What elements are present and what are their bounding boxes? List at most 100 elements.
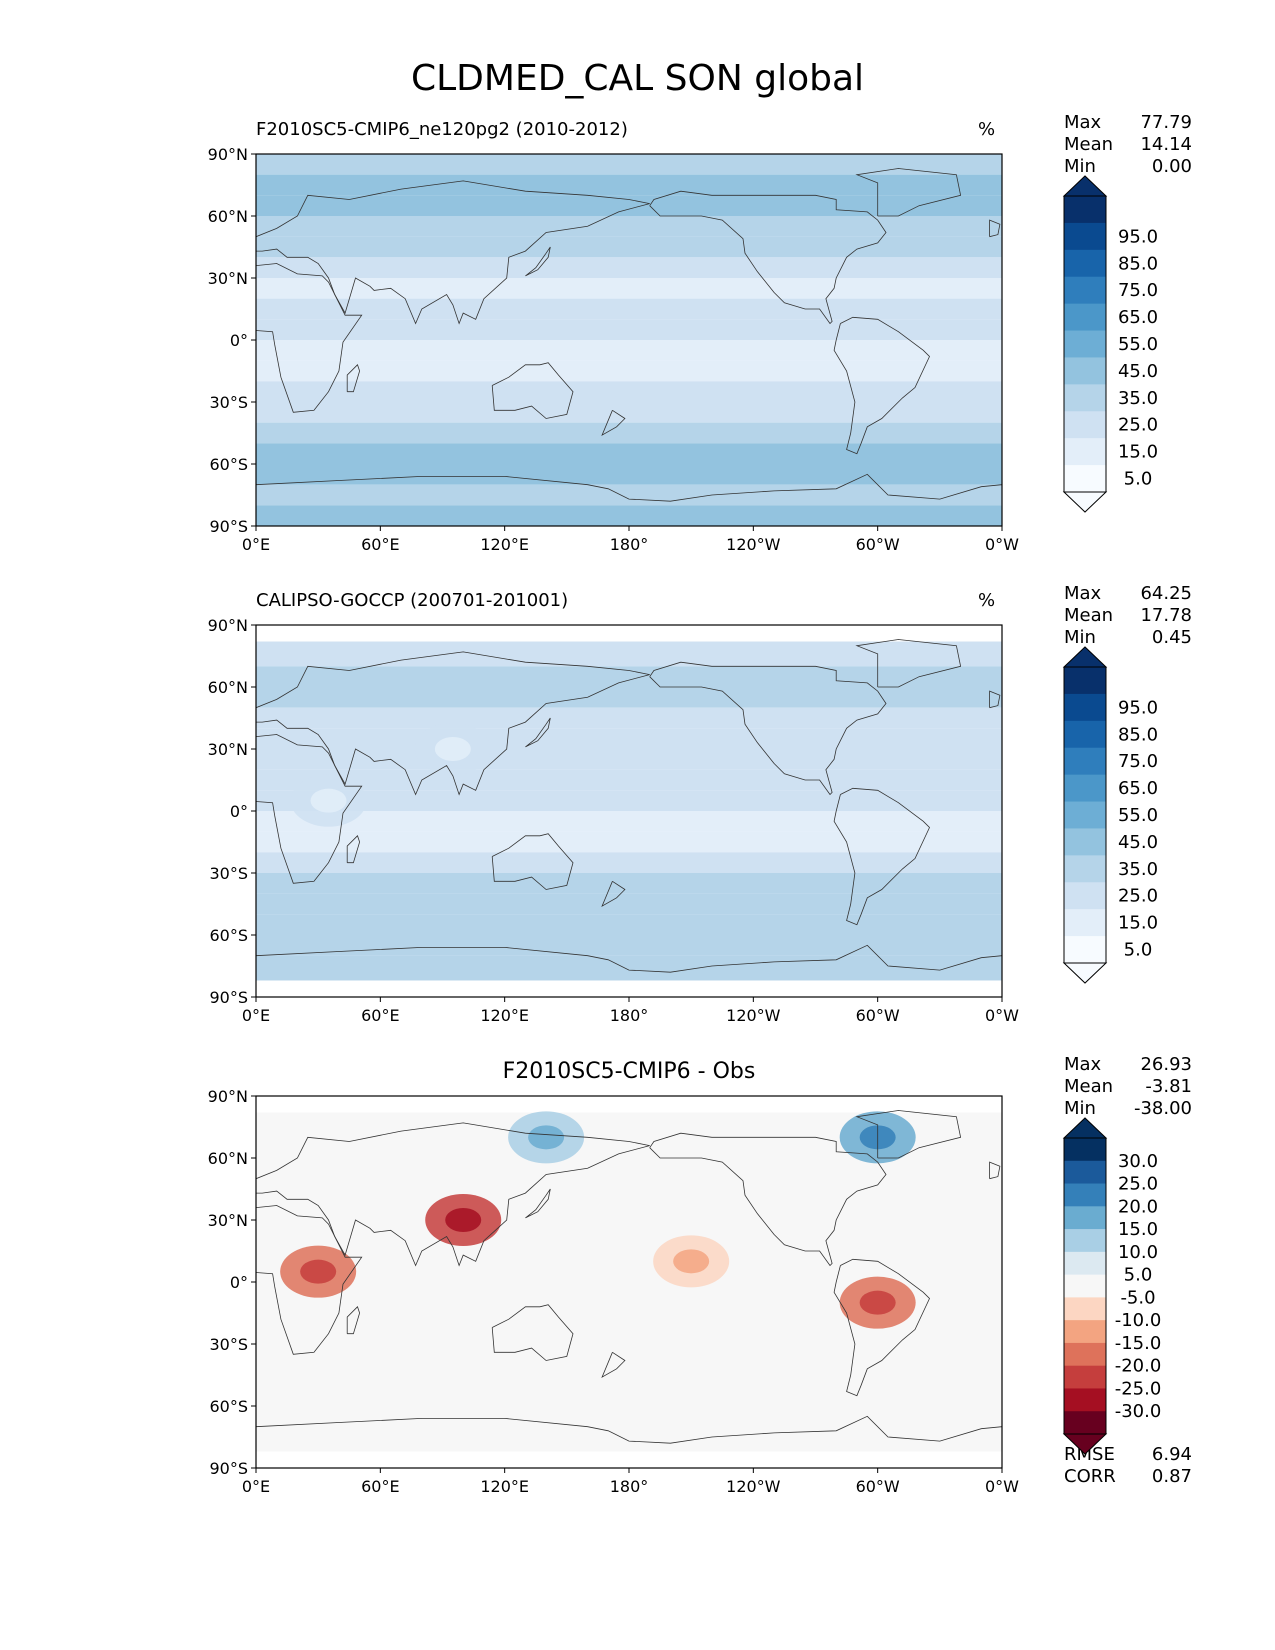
stat-label: Max: [1064, 1054, 1102, 1075]
colorbar-segment: [1064, 276, 1106, 305]
coastline-australia: [491, 362, 574, 419]
y-tick-label: 30°N: [208, 269, 248, 288]
x-tick-label: 180°: [610, 535, 649, 554]
metric-label: RMSE: [1064, 1444, 1115, 1465]
coastline-japan: [525, 717, 551, 748]
panel-units: %: [978, 590, 996, 611]
x-tick-label: 60°E: [361, 1477, 399, 1496]
colorbar-tick-label: 25.0: [1118, 886, 1158, 907]
panel-center-title: F2010SC5-CMIP6 - Obs: [502, 1059, 756, 1084]
contour-band: [256, 360, 1002, 382]
coastlines: [256, 168, 1002, 526]
y-tick-label: 60°S: [209, 926, 248, 945]
colorbar-tick-label: 85.0: [1118, 724, 1158, 745]
stat-label: Max: [1064, 112, 1102, 133]
contour-band: [256, 707, 1002, 729]
stat-value: 26.93: [1140, 1054, 1192, 1075]
contour-band: [256, 464, 1002, 485]
stat-value: 0.45: [1151, 627, 1192, 648]
colorbar-extend-min: [1062, 1433, 1108, 1455]
coastline-south-america: [833, 787, 930, 926]
colorbar-tick-label: 95.0: [1118, 697, 1158, 718]
colorbar-segment: [1064, 1274, 1106, 1298]
metric-value: 0.87: [1151, 1466, 1192, 1487]
colorbar-frame: [1063, 666, 1107, 964]
contour-band: [256, 831, 1002, 853]
contour-band: [256, 790, 1002, 811]
colorbar-tick-label: 45.0: [1118, 361, 1158, 382]
stats-block: Max 77.79 Mean 14.14 Min 0.00: [1064, 112, 1192, 178]
coastline-madagascar: [346, 835, 361, 864]
contour-band: [256, 257, 1002, 278]
x-tick-label: 120°W: [726, 1477, 781, 1496]
colorbar: 95.0 85.0 75.0 65.0 55.0 45.0 35.0 25.0 15.0 5.0: [1062, 175, 1158, 513]
colorbar-tick-label: -15.0: [1115, 1333, 1162, 1354]
colorbar-segment: [1064, 411, 1106, 439]
stat-label: Mean: [1064, 134, 1114, 155]
coastlines: [256, 639, 1002, 997]
coastline-europe-asia: [256, 1122, 650, 1267]
coastline-antarctica: [256, 473, 1002, 526]
colorbar-tick-label: -10.0: [1115, 1310, 1162, 1331]
stat-value: 0.00: [1151, 156, 1192, 177]
x-tick-label: 180°: [610, 1006, 649, 1025]
contour-band: [256, 873, 1002, 894]
colorbar-extend-min: [1062, 491, 1108, 513]
contour-band: [256, 422, 1002, 444]
metric-value: 6.94: [1151, 1444, 1192, 1465]
contour-blob: [445, 1208, 482, 1232]
contour-band: [256, 381, 1002, 402]
stat-value: 14.14: [1140, 134, 1192, 155]
colorbar-segment: [1064, 693, 1106, 722]
contour-band: [256, 174, 1002, 196]
colorbar-tick-label: 15.0: [1118, 442, 1158, 463]
colorbar-tick-label: 5.0: [1124, 940, 1153, 961]
coastline-madagascar: [346, 364, 361, 393]
contour-band: [256, 319, 1002, 340]
contour-band: [256, 728, 1002, 749]
coastline-north-america: [649, 190, 887, 325]
colorbar-tick-label: 5.0: [1124, 469, 1153, 490]
contour-band: [256, 641, 1002, 667]
panel-model: F2010SC5-CMIP6_ne120pg2 (2010-2012) % Ma…: [0, 110, 1275, 580]
contour-band: [256, 154, 1002, 175]
coastline-africa: [256, 263, 363, 413]
colorbar-tick-label: 95.0: [1118, 226, 1158, 247]
colorbar-tick-label: 10.0: [1118, 1242, 1158, 1263]
y-tick-label: 60°S: [209, 455, 248, 474]
coastline-japan: [525, 246, 551, 277]
contour-band: [256, 278, 1002, 299]
stat-label: Max: [1064, 583, 1102, 604]
colorbar-tick-label: 75.0: [1118, 751, 1158, 772]
stat-value: 17.78: [1140, 605, 1192, 626]
colorbar-tick-label: 55.0: [1118, 805, 1158, 826]
coastline-north-america: [649, 661, 887, 796]
map-field: [256, 154, 1002, 526]
colorbar-extend-min: [1062, 962, 1108, 984]
y-tick-label: 30°S: [209, 393, 248, 412]
y-tick-label: 90°N: [208, 616, 248, 635]
colorbar-tick-label: 5.0: [1124, 1265, 1153, 1286]
coastline-greenland: [855, 639, 962, 688]
y-tick-label: 30°S: [209, 1335, 248, 1354]
coastline-south-america: [833, 1258, 930, 1397]
stat-label: Mean: [1064, 1076, 1114, 1097]
colorbar-segment: [1064, 855, 1106, 883]
colorbar-segment: [1064, 222, 1106, 251]
colorbar-tick-label: -5.0: [1120, 1287, 1155, 1308]
contour-band: [256, 749, 1002, 770]
colorbar-segment: [1064, 774, 1106, 803]
colorbar-segment: [1064, 909, 1106, 937]
colorbar-segment: [1064, 1365, 1106, 1389]
contour-blob: [859, 1290, 896, 1315]
x-tick-label: 120°E: [480, 535, 529, 554]
colorbar-segment: [1064, 1138, 1106, 1162]
colorbar-extend-max: [1062, 175, 1108, 197]
contour-band: [256, 852, 1002, 873]
coastline-greenland: [855, 1110, 962, 1159]
colorbar-segment: [1064, 357, 1106, 385]
error-metrics-block: RMSE 6.94 CORR 0.87: [1064, 1444, 1192, 1488]
y-tick-label: 30°N: [208, 1211, 248, 1230]
figure-title: CLDMED_CAL SON global: [410, 58, 865, 99]
stat-value: -38.00: [1133, 1098, 1192, 1119]
